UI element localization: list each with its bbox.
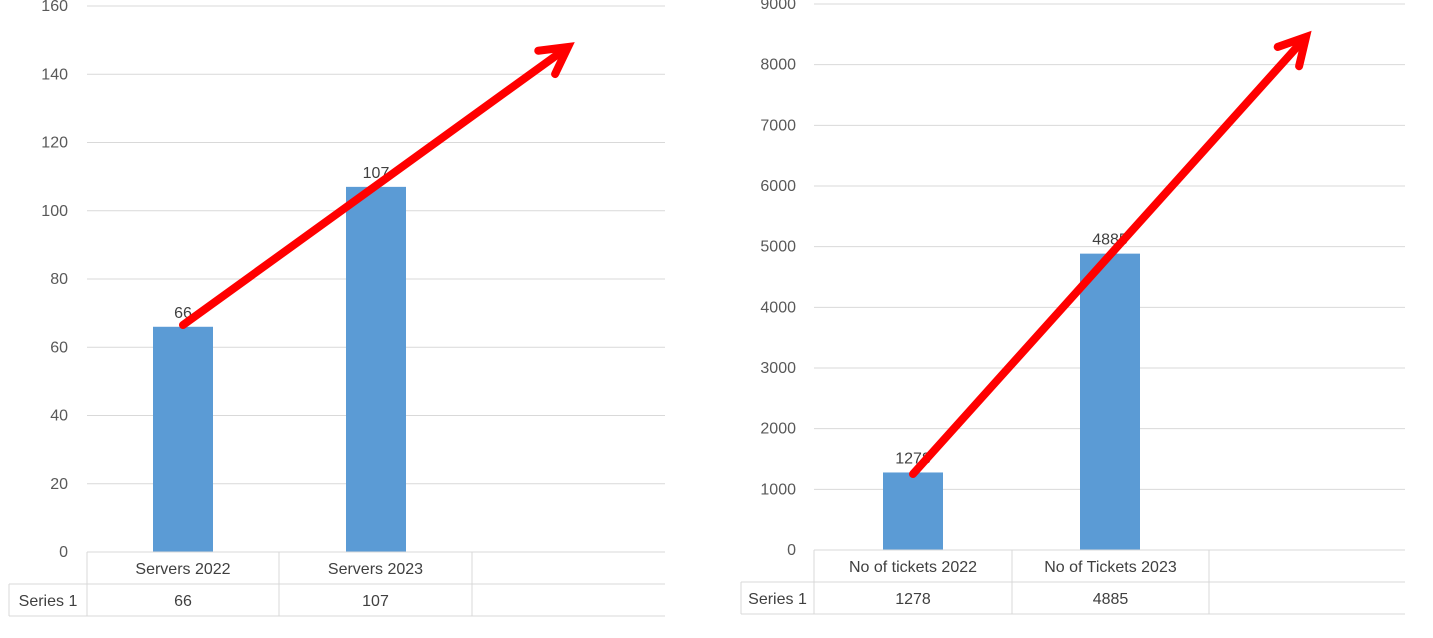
y-tick-label: 1000	[760, 481, 796, 498]
bar	[1080, 253, 1140, 551]
y-tick-label: 4000	[760, 299, 796, 316]
table-value: 107	[362, 593, 389, 610]
y-tick-label: 6000	[760, 178, 796, 195]
servers-chart: 0 20 40 60 80 100 120 140 160 66 107 Series 1 Server…	[8, 0, 665, 617]
y-tick-label: 0	[59, 544, 68, 561]
y-tick-label: 140	[41, 66, 68, 83]
trend-arrow-shaft	[909, 40, 1304, 478]
y-tick-label: 5000	[760, 239, 796, 256]
y-tick-label: 60	[50, 339, 68, 356]
bar	[346, 186, 406, 553]
table-series-name: Series 1	[19, 593, 78, 610]
y-tick-label: 160	[41, 0, 68, 15]
category-label: No of tickets 2022	[849, 559, 977, 576]
table-value: 4885	[1093, 591, 1129, 608]
y-tick-label: 3000	[760, 360, 796, 377]
bar	[153, 326, 213, 552]
table-value: 1278	[895, 591, 931, 608]
y-tick-label: 120	[41, 135, 68, 152]
bar	[883, 472, 943, 550]
y-tick-label: 8000	[760, 57, 796, 74]
trend-arrow-shaft	[179, 48, 564, 329]
category-label: No of Tickets 2023	[1044, 559, 1177, 576]
y-tick-label: 0	[787, 542, 796, 559]
y-tick-label: 7000	[760, 117, 796, 134]
category-label: Servers 2022	[135, 561, 230, 578]
table-value: 66	[174, 593, 192, 610]
y-tick-label: 100	[41, 203, 68, 220]
table-series-name: Series 1	[748, 591, 807, 608]
category-label: Servers 2023	[328, 561, 423, 578]
y-tick-label: 40	[50, 408, 68, 425]
trend-arrow-head	[534, 42, 575, 79]
y-tick-label: 80	[50, 271, 68, 288]
tickets-chart: 0 1000 2000 3000 4000 5000 6000 7000 8000 9000 127…	[740, 0, 1405, 615]
y-tick-label: 2000	[760, 421, 796, 438]
y-tick-label: 9000	[760, 0, 796, 13]
trend-arrow-head	[1273, 30, 1312, 71]
y-tick-label: 20	[50, 476, 68, 493]
